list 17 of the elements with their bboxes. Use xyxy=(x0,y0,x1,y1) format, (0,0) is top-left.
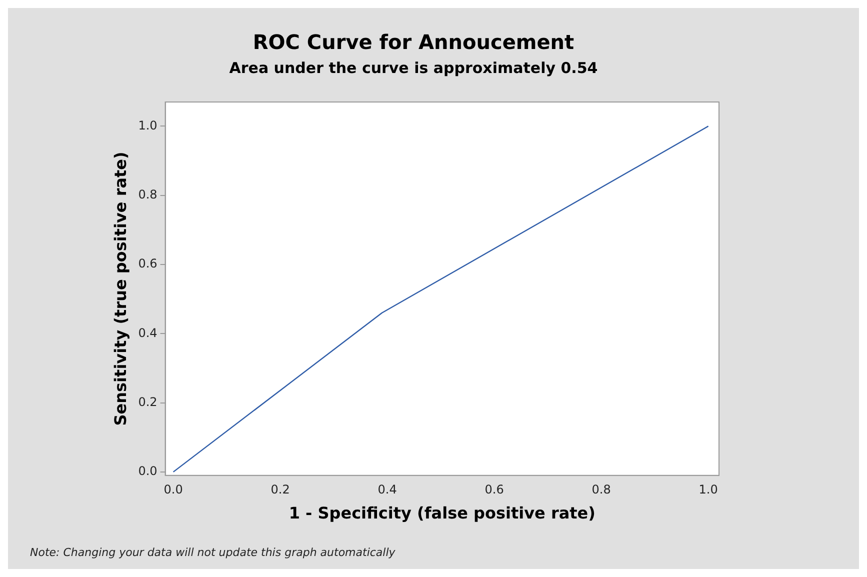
x-tick-label: 0.6 xyxy=(484,482,504,497)
chart-subtitle: Area under the curve is approximately 0.54 xyxy=(229,58,598,77)
y-tick-label: 1.0 xyxy=(138,118,158,132)
y-tick-label: 0.4 xyxy=(138,326,158,340)
x-tick-label: 0.8 xyxy=(592,482,611,497)
y-tick-label: 0.0 xyxy=(138,464,158,478)
y-tick-label: 0.8 xyxy=(138,187,158,202)
chart-title: ROC Curve for Annoucement xyxy=(252,30,575,54)
x-axis-title: 1 - Specificity (false positive rate) xyxy=(288,504,596,523)
y-tick-label: 0.6 xyxy=(138,256,158,271)
x-tick-label: 0.0 xyxy=(164,482,183,497)
x-tick-label: 0.4 xyxy=(378,482,397,497)
text: Note: Changing your data will not update this graph automatically xyxy=(30,546,396,559)
x-tick-label: 1.0 xyxy=(698,482,718,497)
x-tick-label: 0.2 xyxy=(270,482,290,497)
y-tick-label: 0.2 xyxy=(138,394,158,409)
y-axis-title: Sensitivity (true positive rate) xyxy=(110,152,130,426)
